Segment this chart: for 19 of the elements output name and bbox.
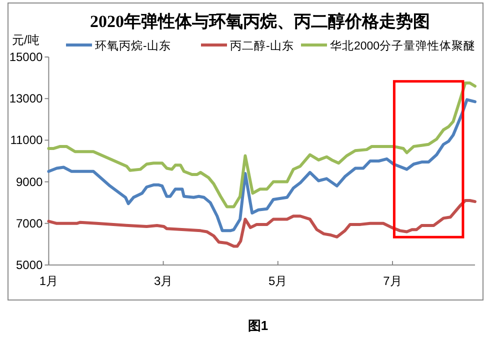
- chart-title: 2020年弹性体与环氧丙烷、丙二醇价格走势图: [90, 12, 430, 31]
- y-tick-label: 13000: [9, 92, 44, 106]
- line-series: [47, 199, 476, 248]
- y-tick-label: 5000: [16, 258, 44, 272]
- legend-label: 环氧丙烷-山东: [95, 38, 171, 52]
- x-tick-label: 5月: [268, 274, 288, 288]
- x-tick-label: 7月: [383, 274, 402, 288]
- line-series: [47, 82, 476, 208]
- y-tick-label: 9000: [16, 174, 44, 189]
- y-axis-title: 元/吨: [12, 33, 40, 47]
- legend-label: 丙二醇-山东: [230, 38, 294, 52]
- y-tick-label: 15000: [9, 50, 44, 64]
- y-tick-label: 7000: [16, 216, 44, 230]
- y-tick-label: 11000: [10, 133, 44, 148]
- caption: 图1: [248, 318, 268, 333]
- legend-label: 华北2000分子量弹性体聚醚: [330, 40, 476, 52]
- x-tick-label: 1月: [39, 274, 58, 288]
- line-series: [47, 98, 476, 232]
- x-tick-label: 3月: [154, 274, 173, 288]
